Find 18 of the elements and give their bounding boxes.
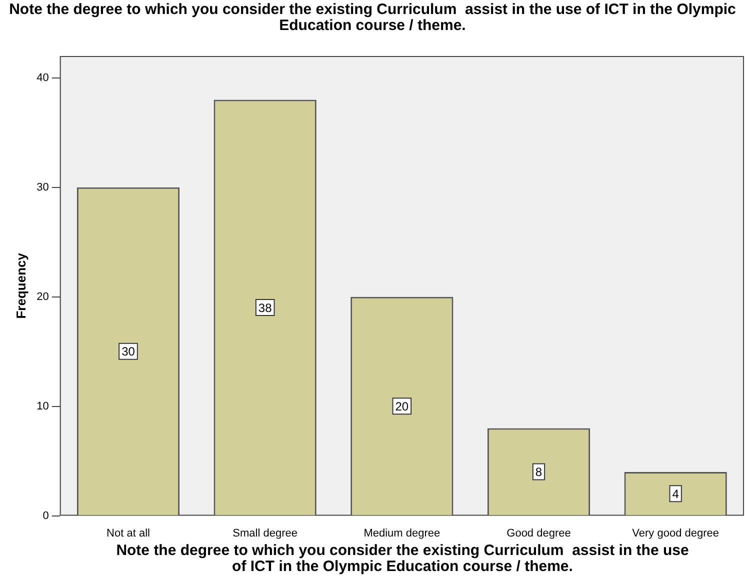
x-tick-label: Medium degree <box>364 527 440 540</box>
x-tick-label: Good degree <box>506 527 571 540</box>
chart-title: Note the degree to which you consider the existing Curriculum assist in the use of ICT in the Olympic Education course / theme. <box>8 1 737 34</box>
y-tick-label: 40 <box>36 72 49 84</box>
y-tick-label: 0 <box>42 510 49 522</box>
data-label: 30 <box>122 344 136 359</box>
data-label: 4 <box>672 486 680 501</box>
data-label: 20 <box>395 399 409 414</box>
data-label: 8 <box>535 465 542 480</box>
y-tick-label: 20 <box>36 290 49 303</box>
x-axis-title: Note the degree to which you consider the existing Curriculum assist in the use of ICT in the Olympic Education course / theme. <box>115 542 690 575</box>
x-tick-label: Not at all <box>106 527 150 540</box>
x-tick-label: Small degree <box>232 527 298 540</box>
data-label: 38 <box>258 300 272 315</box>
y-tick-label: 10 <box>36 400 49 412</box>
y-tick-label: 30 <box>36 181 49 194</box>
x-tick-label: Very good degree <box>632 527 720 540</box>
y-axis-title: Frequency <box>13 252 28 319</box>
